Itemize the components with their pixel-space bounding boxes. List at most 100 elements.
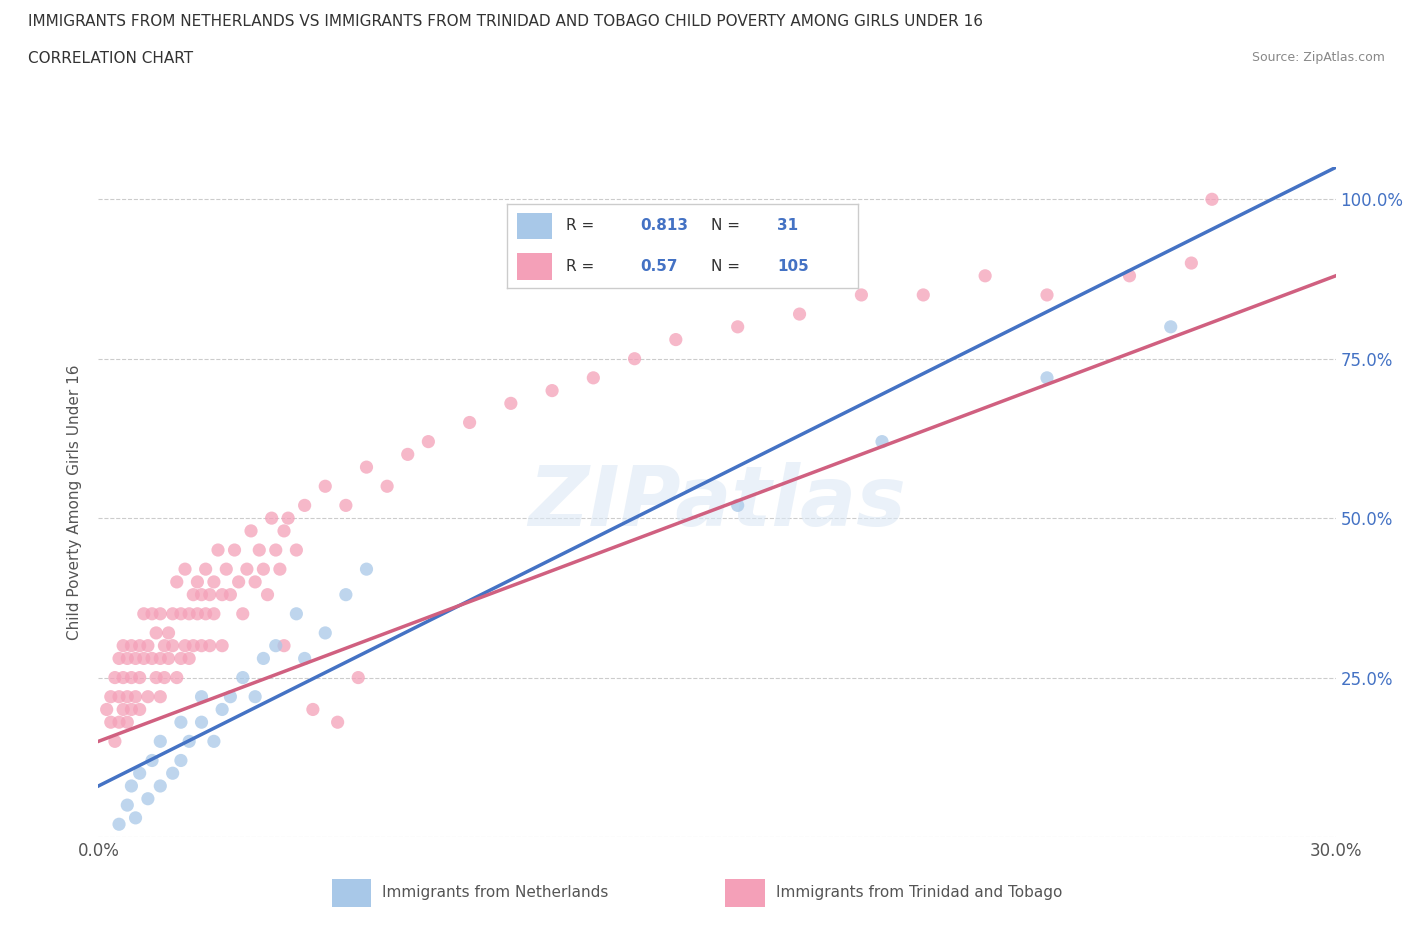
Point [124, 651, 146, 666]
Point [1118, 269, 1140, 284]
Point [232, 671, 254, 685]
Point [260, 511, 283, 525]
Point [335, 587, 357, 602]
Point [236, 562, 259, 577]
Point [174, 638, 197, 653]
Point [190, 638, 212, 653]
Point [247, 542, 270, 557]
Point [108, 651, 131, 666]
Point [170, 753, 193, 768]
Point [108, 817, 131, 831]
Point [128, 671, 150, 685]
Text: IMMIGRANTS FROM NETHERLANDS VS IMMIGRANTS FROM TRINIDAD AND TOBAGO CHILD POVERTY: IMMIGRANTS FROM NETHERLANDS VS IMMIGRANT… [28, 14, 983, 29]
Point [149, 651, 172, 666]
Point [120, 638, 142, 653]
Point [198, 638, 221, 653]
Point [302, 702, 325, 717]
Point [141, 606, 163, 621]
Point [128, 638, 150, 653]
Point [240, 524, 263, 538]
Point [499, 396, 522, 411]
Point [112, 702, 135, 717]
Point [128, 765, 150, 780]
Point [112, 638, 135, 653]
Point [273, 524, 295, 538]
Point [170, 606, 193, 621]
Point [194, 562, 217, 577]
Point [117, 651, 139, 666]
Point [124, 689, 146, 704]
Point [198, 587, 221, 602]
Point [117, 689, 139, 704]
Point [190, 689, 212, 704]
Point [1036, 287, 1059, 302]
Point [136, 689, 159, 704]
Point [347, 671, 370, 685]
Point [104, 734, 127, 749]
Point [170, 651, 193, 666]
Point [202, 734, 225, 749]
Point [162, 606, 184, 621]
Point [314, 479, 336, 494]
Point [207, 542, 229, 557]
Point [149, 734, 172, 749]
Point [149, 689, 172, 704]
Point [112, 671, 135, 685]
Point [243, 575, 266, 590]
Text: 105: 105 [778, 259, 808, 273]
Point [179, 734, 201, 749]
Point [665, 332, 688, 347]
Point [252, 562, 274, 577]
Point [202, 575, 225, 590]
Point [108, 715, 131, 730]
Bar [725, 879, 765, 907]
Point [128, 702, 150, 717]
Point [132, 606, 155, 621]
Point [1036, 370, 1059, 385]
Point [356, 562, 378, 577]
Text: N =: N = [710, 219, 744, 233]
Point [170, 715, 193, 730]
Bar [517, 213, 553, 239]
Point [1201, 192, 1223, 206]
Point [224, 542, 246, 557]
Point [181, 638, 204, 653]
Point [174, 562, 197, 577]
Point [202, 606, 225, 621]
Point [120, 778, 142, 793]
Point [582, 370, 605, 385]
Point [179, 606, 201, 621]
Point [285, 606, 308, 621]
Point [166, 575, 188, 590]
Point [117, 715, 139, 730]
Point [120, 702, 142, 717]
Text: Immigrants from Netherlands: Immigrants from Netherlands [382, 885, 609, 900]
Point [149, 778, 172, 793]
Point [294, 498, 316, 512]
Y-axis label: Child Poverty Among Girls Under 16: Child Poverty Among Girls Under 16 [67, 365, 83, 640]
Point [162, 765, 184, 780]
Point [232, 606, 254, 621]
Point [100, 715, 122, 730]
Point [211, 587, 233, 602]
Point [264, 542, 287, 557]
Point [186, 575, 208, 590]
Point [623, 352, 645, 366]
Point [396, 447, 419, 462]
Point [727, 319, 749, 334]
Point [136, 638, 159, 653]
Point [215, 562, 238, 577]
Text: R =: R = [567, 259, 599, 273]
Point [541, 383, 564, 398]
Point [219, 587, 242, 602]
Point [149, 606, 172, 621]
Point [1160, 319, 1182, 334]
Point [314, 626, 336, 641]
Point [186, 606, 208, 621]
Text: CORRELATION CHART: CORRELATION CHART [28, 51, 193, 66]
Point [157, 651, 180, 666]
Point [228, 575, 250, 590]
Point [136, 791, 159, 806]
Point [117, 798, 139, 813]
Point [190, 715, 212, 730]
